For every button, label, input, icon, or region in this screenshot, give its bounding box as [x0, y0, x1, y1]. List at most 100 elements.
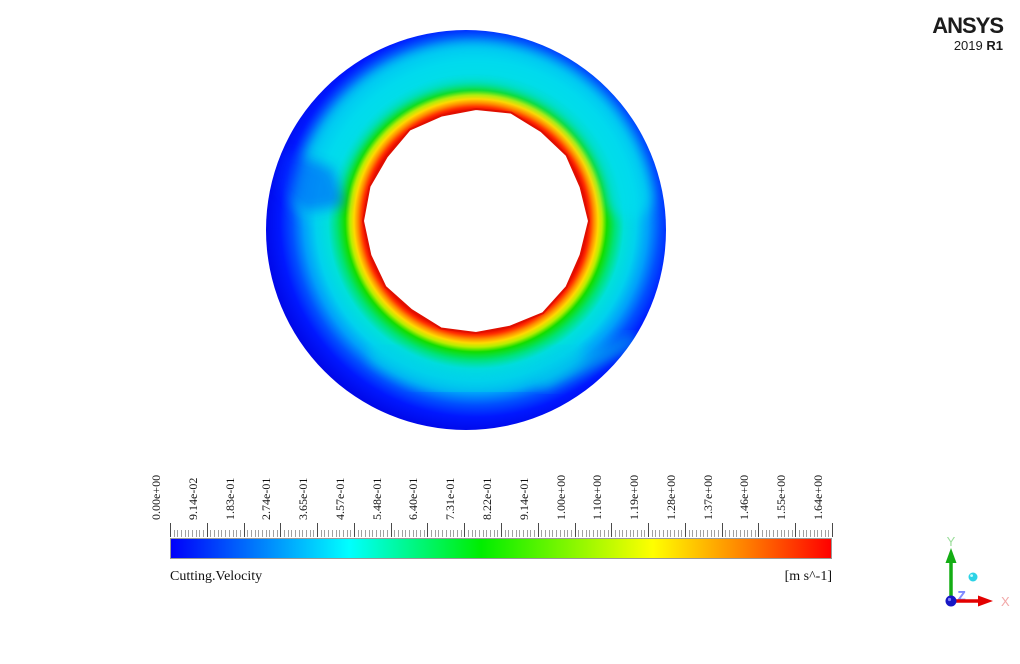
- legend-minor-tick: [508, 530, 510, 537]
- blue-patch-upper-left: [278, 150, 346, 212]
- legend-minor-tick: [530, 530, 532, 537]
- legend-minor-tick: [199, 530, 201, 537]
- legend-minor-tick: [633, 530, 635, 537]
- legend-minor-tick: [629, 530, 631, 537]
- legend-tick-label: 3.65e-01: [296, 477, 311, 520]
- legend-minor-tick: [545, 530, 547, 537]
- legend-tick-label: 1.37e+00: [700, 474, 715, 520]
- legend-tick-label: 9.14e-02: [185, 477, 200, 520]
- legend-minor-tick: [615, 530, 616, 537]
- ansys-version-release: R1: [986, 38, 1003, 53]
- legend-unit: [m s^-1]: [784, 569, 832, 584]
- legend-minor-tick: [368, 530, 370, 537]
- legend-major-tick: [574, 523, 576, 537]
- legend-minor-tick: [409, 530, 411, 537]
- legend-minor-tick: [442, 530, 444, 537]
- legend-minor-tick: [250, 530, 252, 537]
- legend-minor-tick: [493, 530, 495, 537]
- legend-minor-tick: [203, 530, 205, 537]
- legend-minor-tick: [736, 530, 738, 537]
- legend-minor-tick: [342, 530, 344, 537]
- legend-minor-tick: [291, 530, 293, 537]
- legend-minor-tick: [714, 530, 716, 537]
- legend-minor-tick: [681, 530, 683, 537]
- legend-minor-tick: [563, 530, 565, 537]
- legend-minor-tick: [618, 530, 620, 537]
- legend-minor-tick: [791, 530, 793, 537]
- legend-minor-tick: [666, 530, 668, 537]
- legend-tick-label: 1.64e+00: [811, 474, 825, 520]
- axis-triad[interactable]: Z Y X: [945, 534, 1011, 609]
- legend-minor-tick: [350, 530, 352, 537]
- contour-field-patches: [278, 41, 652, 396]
- legend-minor-tick: [622, 530, 624, 537]
- legend-minor-tick: [747, 530, 749, 537]
- legend-major-tick: [243, 523, 245, 537]
- legend-minor-tick: [210, 530, 212, 537]
- legend-minor-tick: [379, 530, 381, 537]
- legend-minor-tick: [261, 530, 263, 537]
- triad-x-arrowhead: [978, 595, 993, 607]
- legend-minor-tick: [578, 530, 580, 537]
- legend-minor-tick: [541, 530, 543, 537]
- triad-z-label: Z: [958, 589, 965, 603]
- legend-minor-tick: [765, 530, 767, 537]
- legend-tick-label: 1.46e+00: [737, 474, 752, 520]
- legend-minor-tick: [780, 530, 782, 537]
- legend-minor-tick: [467, 530, 469, 537]
- legend-minor-tick: [662, 530, 664, 537]
- legend-minor-tick: [592, 530, 594, 537]
- legend-minor-tick: [776, 530, 778, 537]
- legend-minor-tick: [512, 530, 514, 537]
- legend-minor-tick: [375, 530, 377, 537]
- legend-minor-tick: [313, 530, 315, 537]
- legend-minor-tick: [232, 530, 234, 537]
- legend-minor-tick: [515, 530, 517, 537]
- legend-major-tick: [390, 523, 392, 537]
- legend-minor-tick: [559, 530, 561, 537]
- legend-minor-tick: [655, 530, 657, 537]
- legend-minor-tick: [699, 530, 701, 537]
- legend-minor-tick: [320, 530, 322, 537]
- legend-tick-label: 6.40e-01: [406, 477, 421, 520]
- legend-minor-tick: [173, 530, 175, 537]
- legend-minor-tick: [221, 530, 223, 537]
- legend-minor-tick: [228, 530, 230, 537]
- legend-major-tick: [170, 523, 171, 537]
- legend-tick-label: 0.00e+00: [149, 474, 163, 520]
- triad-y-label: Y: [947, 534, 956, 549]
- legend-minor-tick: [295, 530, 297, 537]
- legend-tick-label: 1.55e+00: [774, 474, 789, 520]
- legend-minor-tick: [361, 530, 363, 537]
- legend-minor-tick: [824, 530, 826, 537]
- legend-major-tick: [427, 523, 429, 537]
- legend-minor-tick: [471, 530, 473, 537]
- ansys-logo: ANSYS 2019 R1: [932, 15, 1004, 53]
- legend-tick-label: 1.10e+00: [590, 474, 605, 520]
- legend-minor-tick: [431, 530, 433, 537]
- legend-minor-tick: [548, 530, 550, 537]
- legend-minor-tick: [339, 530, 341, 537]
- triad-secondary-sphere: [968, 572, 978, 582]
- legend-tick-label: 7.31e-01: [443, 477, 458, 520]
- contour-inner-hole: [361, 107, 591, 335]
- legend-minor-tick: [703, 530, 705, 537]
- legend-minor-tick: [346, 530, 348, 537]
- legend-minor-tick: [820, 530, 822, 537]
- legend-minor-tick: [519, 530, 521, 537]
- legend-minor-tick: [556, 530, 558, 537]
- legend-tick-label: 5.48e-01: [369, 477, 384, 520]
- legend-minor-tick: [762, 530, 764, 537]
- legend-minor-tick: [710, 530, 712, 537]
- legend-minor-tick: [809, 530, 811, 537]
- legend-minor-tick: [589, 530, 591, 537]
- legend-minor-tick: [743, 530, 745, 537]
- legend-minor-tick: [181, 530, 183, 537]
- legend-minor-tick: [272, 530, 274, 537]
- legend-minor-tick: [732, 530, 734, 537]
- legend-minor-tick: [552, 530, 554, 537]
- legend-minor-tick: [416, 530, 418, 537]
- legend-minor-tick: [217, 530, 219, 537]
